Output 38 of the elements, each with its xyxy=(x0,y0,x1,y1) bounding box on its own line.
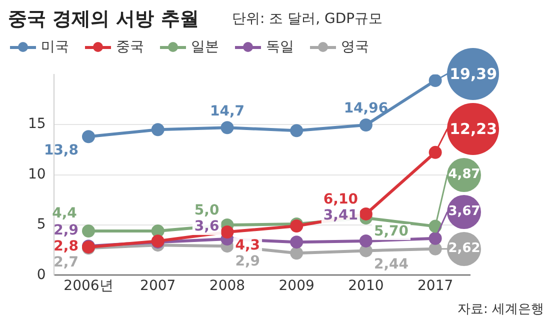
y-tick-label: 10 xyxy=(28,166,46,182)
data-label: 2,44 xyxy=(374,256,409,272)
data-label: 4,3 xyxy=(235,238,260,254)
number-badge: 4,87 xyxy=(447,158,482,192)
data-label: 4,4 xyxy=(52,206,78,222)
legend-label: 독일 xyxy=(266,38,294,56)
data-label: 2,8 xyxy=(54,238,78,255)
x-tick-label: 2008 xyxy=(209,278,246,294)
data-label: 3,6 xyxy=(194,218,220,235)
data-label: 2,7 xyxy=(54,254,78,271)
legend-label: 영국 xyxy=(341,38,369,56)
x-tick-label: 2010 xyxy=(348,278,384,294)
y-tick-label: 0 xyxy=(36,266,46,283)
data-label: 5,0 xyxy=(194,202,220,219)
x-tick-label: 2007 xyxy=(140,278,176,294)
legend-label: 일본 xyxy=(191,38,219,56)
x-tick-label: 2006년 xyxy=(64,278,114,294)
number-badge: 2,62 xyxy=(447,232,482,266)
text: 자료: 세계은행 xyxy=(457,301,544,318)
y-tick-label: 15 xyxy=(28,116,46,132)
number-badge: 12,23 xyxy=(447,102,500,155)
data-label: 14,96 xyxy=(344,100,388,117)
data-label: 14,7 xyxy=(210,103,244,120)
data-label: 13,8 xyxy=(44,142,78,158)
x-tick-label: 2009 xyxy=(278,278,314,294)
x-tick-label: 2017 xyxy=(418,278,454,294)
data-label: 6,10 xyxy=(323,192,358,208)
number-badge: 19,39 xyxy=(447,48,500,100)
data-label: 2,9 xyxy=(235,254,260,270)
number-badge: 3,67 xyxy=(447,194,482,229)
chart-title: 중국 경제의 서방 추월 xyxy=(8,7,199,32)
data-label: 2,9 xyxy=(54,222,78,239)
legend-label: 중국 xyxy=(116,38,144,56)
data-label: 5,70 xyxy=(374,224,409,240)
chart-subtitle: 단위: 조 달러, GDP규모 xyxy=(232,10,383,28)
legend-label: 미국 xyxy=(41,38,69,56)
data-label: 3,41 xyxy=(323,208,358,224)
y-tick-label: 5 xyxy=(36,216,46,233)
